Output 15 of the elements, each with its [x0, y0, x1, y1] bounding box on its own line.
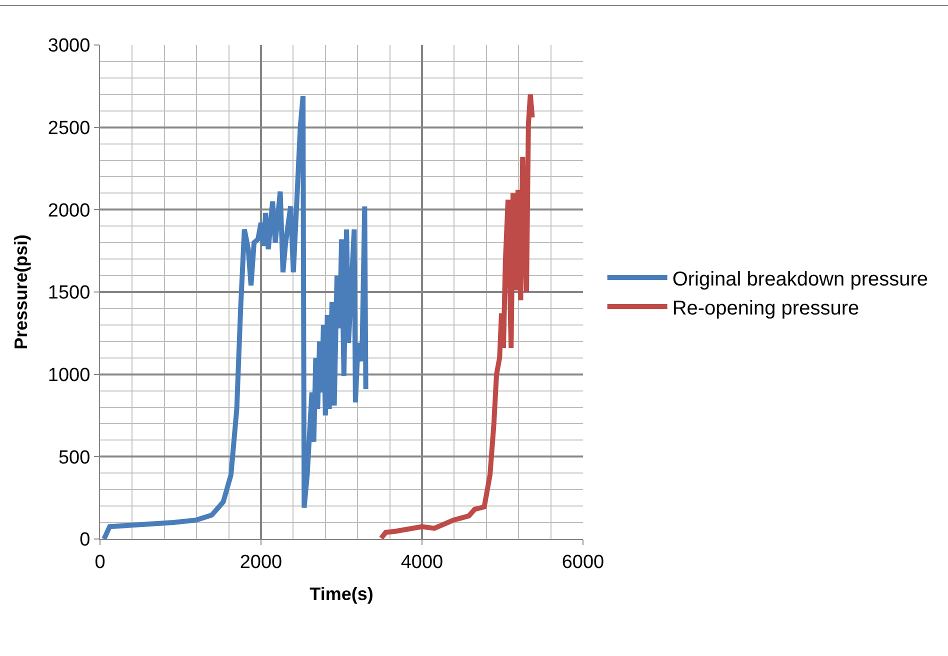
- y-tick-label: 3000: [48, 36, 90, 57]
- x-tick-label: 0: [94, 552, 106, 573]
- y-tick-label: 2000: [48, 200, 90, 222]
- y-tick-label: 0: [80, 530, 90, 551]
- y-tick-label: 1500: [48, 282, 90, 304]
- y-axis-title: Pressure(psi): [11, 234, 32, 350]
- x-tick-label: 4000: [400, 552, 444, 573]
- y-tick-label: 1000: [48, 364, 90, 386]
- x-tick-label: 2000: [240, 552, 282, 573]
- x-axis-title: Time(s): [310, 584, 374, 604]
- legend-label: Original breakdown pressure: [672, 268, 928, 290]
- y-tick-label: 500: [58, 447, 90, 468]
- y-tick-label: 2500: [48, 118, 90, 139]
- legend-label: Re-opening pressure: [672, 297, 860, 320]
- x-tick-label: 6000: [562, 552, 604, 573]
